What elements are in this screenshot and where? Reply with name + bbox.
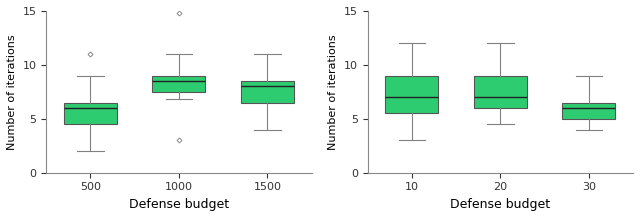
PathPatch shape [563, 103, 615, 119]
PathPatch shape [64, 103, 117, 124]
PathPatch shape [152, 76, 205, 92]
PathPatch shape [385, 76, 438, 113]
PathPatch shape [474, 76, 527, 108]
Y-axis label: Number of iterations: Number of iterations [328, 34, 339, 150]
Y-axis label: Number of iterations: Number of iterations [7, 34, 17, 150]
X-axis label: Defense budget: Defense budget [129, 198, 229, 211]
PathPatch shape [241, 81, 294, 103]
X-axis label: Defense budget: Defense budget [451, 198, 550, 211]
